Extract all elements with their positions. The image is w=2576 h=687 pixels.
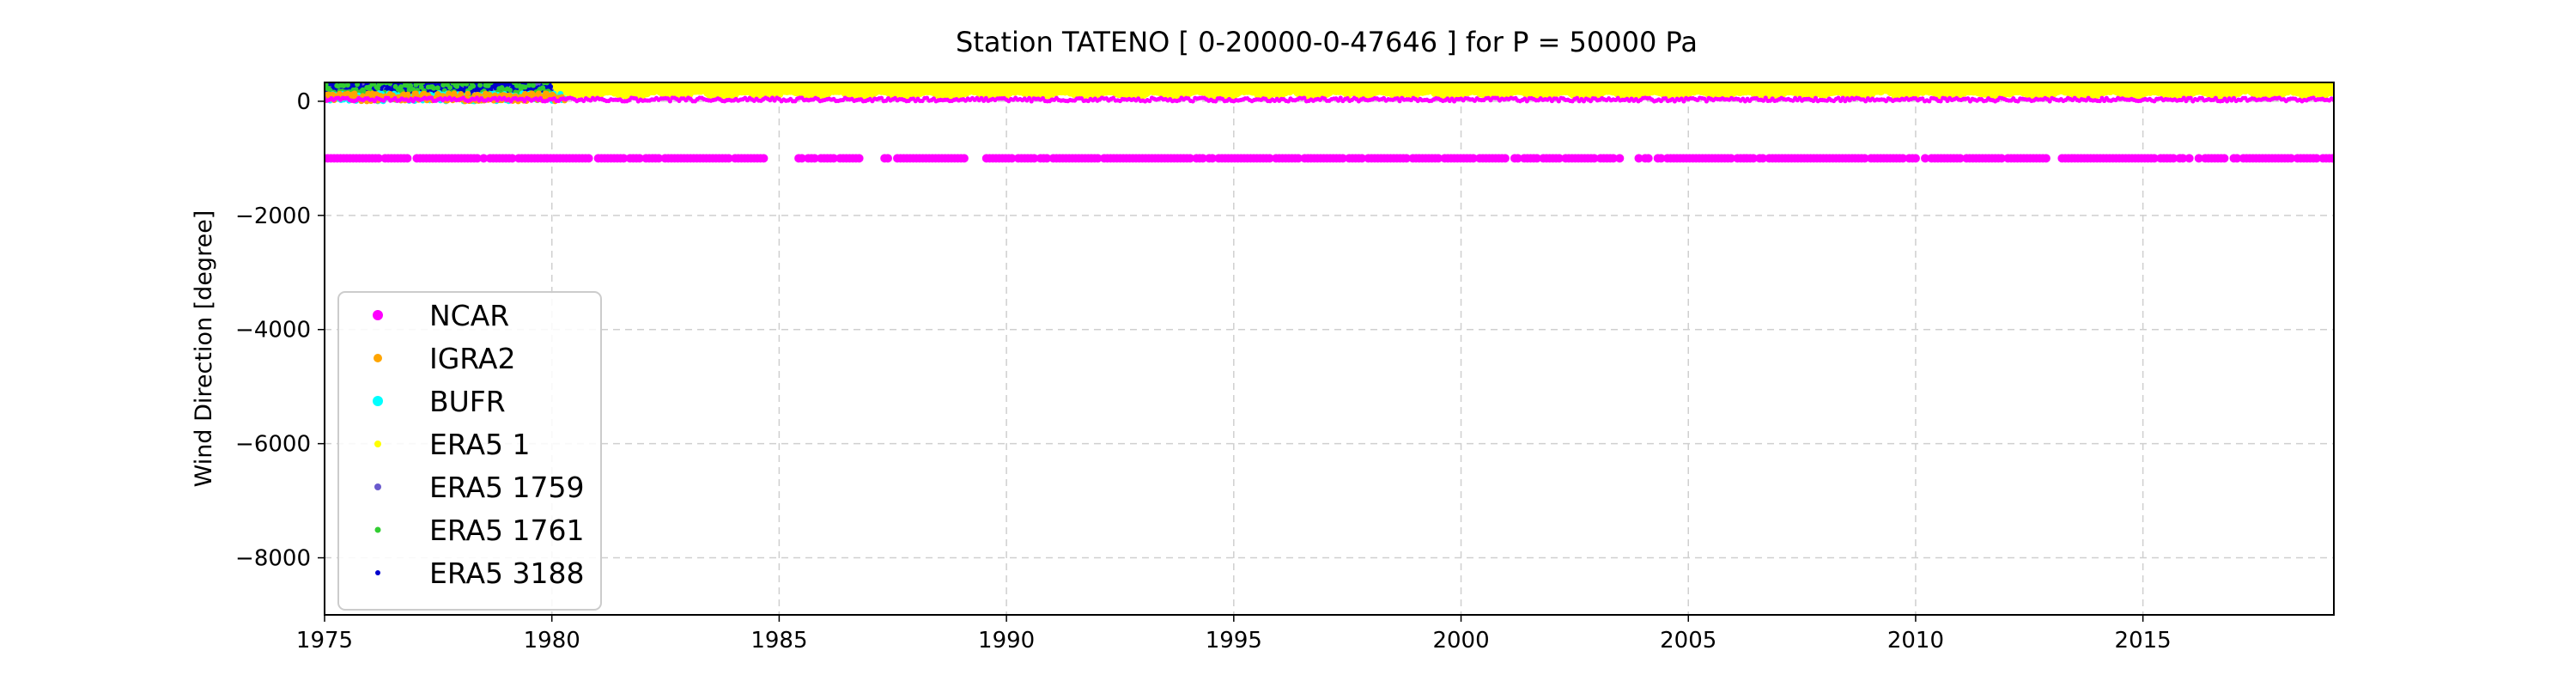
data-points <box>325 82 2334 163</box>
chart-title: Station TATENO [ 0-20000-0-47646 ] for P… <box>956 26 1698 58</box>
